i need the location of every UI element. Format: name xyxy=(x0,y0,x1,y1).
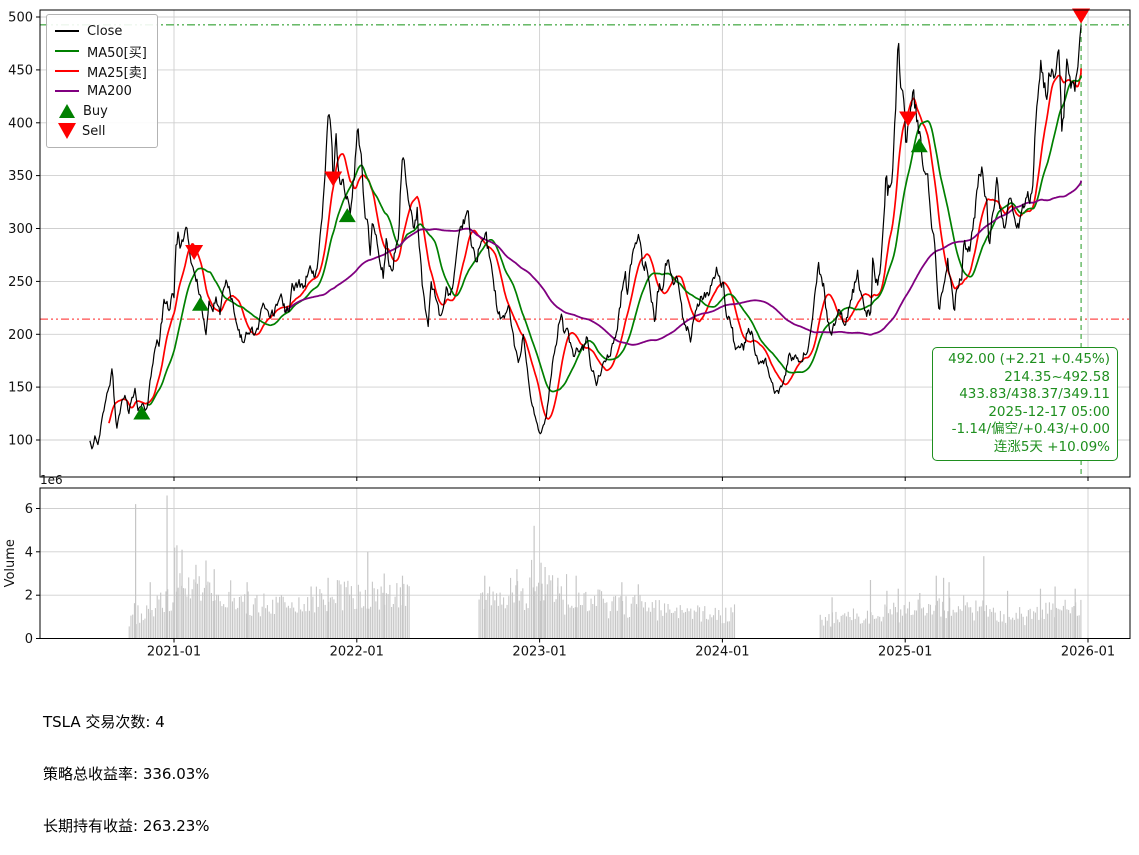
summary-hold-return: 长期持有收益: 263.23% xyxy=(43,817,210,836)
info-line-price: 492.00 (+2.21 +0.45%) xyxy=(948,351,1110,367)
info-line-streak: 连涨5天 +10.09% xyxy=(993,438,1110,455)
legend-item-ma25: MA25[卖] xyxy=(55,61,147,81)
svg-text:250: 250 xyxy=(8,275,33,290)
legend-label-ma25: MA25[卖] xyxy=(87,65,147,81)
svg-text:4: 4 xyxy=(25,545,33,560)
ma25-line xyxy=(108,68,1082,424)
svg-text:0: 0 xyxy=(25,632,33,647)
sell-marker-icon xyxy=(185,245,204,260)
legend-label-close: Close xyxy=(87,23,123,39)
info-line-signal: -1.14/偏空/+0.43/+0.00 xyxy=(951,421,1110,438)
buy-marker-icon xyxy=(338,208,356,223)
gridlines xyxy=(40,10,1130,639)
sell-triangle-icon xyxy=(58,123,76,139)
sell-marker-icon xyxy=(899,111,918,127)
close-line-swatch-icon xyxy=(55,30,79,32)
sell-marker-icon xyxy=(324,171,343,187)
legend-item-buy: Buy xyxy=(55,101,147,121)
svg-text:200: 200 xyxy=(8,328,33,343)
legend-item-ma200: MA200 xyxy=(55,81,147,101)
legend-item-ma50: MA50[买] xyxy=(55,41,147,61)
info-line-date: 2025-12-17 05:00 xyxy=(988,403,1110,420)
legend-label-buy: Buy xyxy=(83,103,108,119)
svg-text:350: 350 xyxy=(8,169,33,184)
legend-item-close: Close xyxy=(55,21,147,41)
volume-axis-title: Volume xyxy=(3,539,18,587)
svg-text:450: 450 xyxy=(8,63,33,78)
svg-text:300: 300 xyxy=(8,222,33,237)
svg-text:2022-01: 2022-01 xyxy=(330,645,384,660)
close-line xyxy=(89,25,1082,450)
volume-y-axis: 0 2 4 6 xyxy=(25,502,40,647)
svg-text:2021-01: 2021-01 xyxy=(147,645,201,660)
ma200-line xyxy=(283,180,1082,346)
svg-text:150: 150 xyxy=(8,381,33,396)
svg-text:2024-01: 2024-01 xyxy=(695,645,749,660)
svg-text:2025-01: 2025-01 xyxy=(878,645,932,660)
svg-text:2: 2 xyxy=(25,589,33,604)
svg-text:100: 100 xyxy=(8,434,33,449)
volume-bars xyxy=(128,495,1082,639)
svg-text:6: 6 xyxy=(25,502,33,517)
buy-markers xyxy=(133,138,928,420)
ma200-line-swatch-icon xyxy=(55,90,79,92)
summary-trades-count: TSLA 交易次数: 4 xyxy=(43,712,165,731)
info-line-mas: 433.83/438.37/349.11 xyxy=(959,386,1110,403)
legend-item-sell: Sell xyxy=(55,121,147,141)
svg-text:400: 400 xyxy=(8,116,33,131)
svg-text:2023-01: 2023-01 xyxy=(512,645,566,660)
x-axis: 2021-01 2022-01 2023-01 2024-01 2025-01 2026-… xyxy=(147,477,1115,660)
buy-triangle-icon xyxy=(59,104,75,118)
legend-label-ma200: MA200 xyxy=(87,83,132,99)
sell-markers xyxy=(185,8,1091,260)
summary-strategy-return: 策略总收益率: 336.03% xyxy=(43,765,210,784)
quote-info-box: 492.00 (+2.21 +0.45%) 214.35~492.58 433.… xyxy=(932,347,1118,461)
ma25-line-swatch-icon xyxy=(55,70,79,72)
svg-text:2026-01: 2026-01 xyxy=(1061,645,1115,660)
buy-marker-icon xyxy=(910,138,928,153)
buy-marker-icon xyxy=(192,296,210,311)
strategy-summary: TSLA 交易次数: 4 策略总收益率: 336.03% 长期持有收益: 263… xyxy=(43,679,524,855)
svg-text:500: 500 xyxy=(8,11,33,26)
info-line-range: 214.35~492.58 xyxy=(1004,368,1110,385)
price-chart-frame xyxy=(39,9,1131,478)
legend-label-ma50: MA50[买] xyxy=(87,45,147,61)
price-y-axis: 100 150 200 250 300 350 400 450 500 xyxy=(8,11,40,449)
sell-marker-icon xyxy=(1072,8,1091,24)
buy-marker-icon xyxy=(133,405,151,420)
ma50-line-swatch-icon xyxy=(55,50,79,52)
legend-label-sell: Sell xyxy=(82,123,106,139)
chart-legend: Close MA50[买] MA25[卖] MA200 Buy Sell xyxy=(46,14,158,148)
volume-chart-frame xyxy=(39,487,1131,639)
volume-offset-label: 1e6 xyxy=(40,473,63,487)
